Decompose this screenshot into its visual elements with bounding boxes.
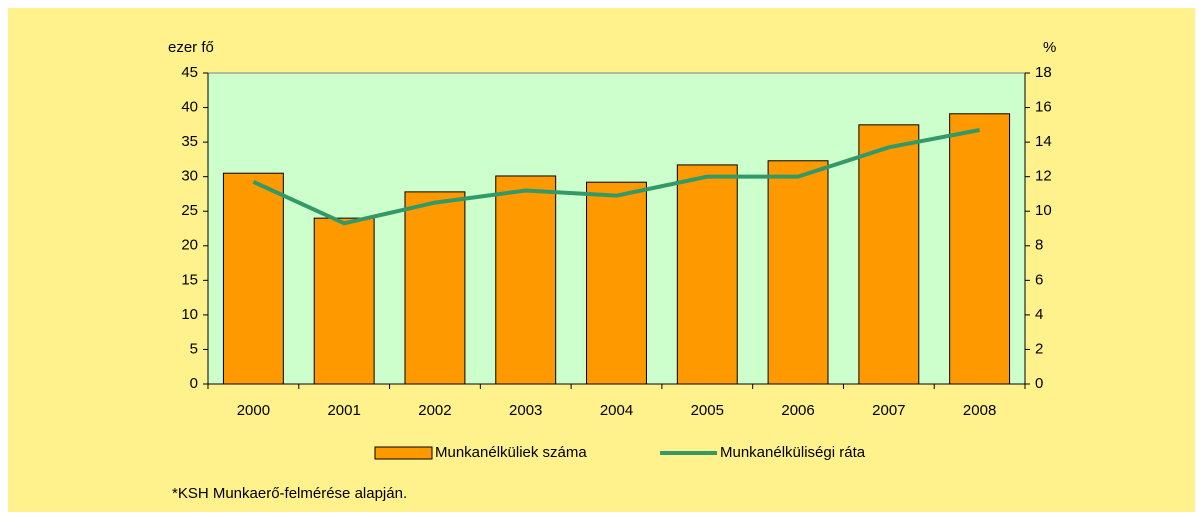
y2-axis-label: %: [1043, 39, 1056, 56]
x-tick-label: 2003: [509, 402, 542, 419]
y2-tick-label: 12: [1035, 168, 1052, 185]
y-tick-label: 45: [181, 64, 198, 81]
y-tick-label: 15: [181, 271, 198, 288]
legend-swatch: [374, 446, 433, 460]
bar: [495, 175, 557, 385]
bar: [676, 164, 738, 385]
y2-tick-label: 16: [1035, 99, 1052, 116]
x-tick-label: 2006: [781, 402, 814, 419]
bar: [222, 172, 284, 385]
x-tick-label: 2004: [600, 402, 633, 419]
y2-tick-label: 10: [1035, 202, 1052, 219]
x-tick-label: 2007: [872, 402, 905, 419]
y-tick-label: 30: [181, 168, 198, 185]
y-tick-label: 25: [181, 202, 198, 219]
y2-tick-label: 18: [1035, 64, 1052, 81]
legend-label: Munkanélküliségi ráta: [720, 444, 866, 461]
y-tick-label: 40: [181, 99, 198, 116]
bar: [313, 217, 375, 385]
y2-tick-label: 14: [1035, 133, 1052, 150]
y-tick-label: 35: [181, 133, 198, 150]
y2-tick-label: 2: [1035, 340, 1043, 357]
bar: [586, 181, 647, 385]
y-tick-label: 5: [190, 340, 198, 357]
bar: [767, 160, 829, 385]
legend-label: Munkanélküliek száma: [435, 444, 587, 461]
y2-tick-label: 4: [1035, 306, 1043, 323]
x-tick-label: 2005: [691, 402, 724, 419]
line: [252, 128, 980, 226]
y2-tick-label: 0: [1035, 375, 1043, 392]
x-tick-label: 2008: [963, 402, 996, 419]
y-tick-label: 10: [181, 306, 198, 323]
y-tick-label: 0: [190, 375, 198, 392]
bar: [949, 113, 1011, 385]
x-tick-label: 2000: [237, 402, 270, 419]
x-tick-label: 2002: [418, 402, 451, 419]
bar: [404, 191, 466, 385]
x-tick-label: 2001: [327, 402, 360, 419]
y2-tick-label: 6: [1035, 271, 1043, 288]
bar: [858, 124, 920, 385]
y2-tick-label: 8: [1035, 237, 1043, 254]
note: *KSH Munkaerő-felmérése alapján.: [172, 485, 407, 502]
y-tick-label: 20: [181, 237, 198, 254]
y-axis-label: ezer fő: [168, 39, 214, 56]
